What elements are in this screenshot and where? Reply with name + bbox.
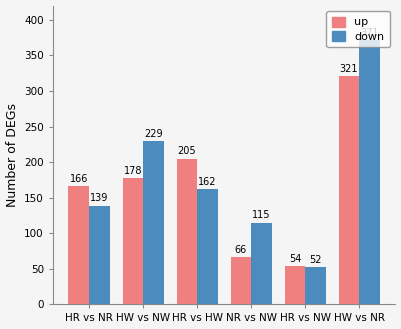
- Bar: [305, 267, 326, 304]
- Bar: [69, 186, 89, 304]
- Bar: [339, 76, 359, 304]
- Bar: [251, 223, 272, 304]
- Text: 178: 178: [124, 165, 142, 176]
- Text: 54: 54: [289, 254, 301, 264]
- Text: 205: 205: [178, 146, 196, 156]
- Text: 115: 115: [252, 211, 271, 220]
- Legend: up, down: up, down: [326, 11, 390, 47]
- Y-axis label: Number of DEGs: Number of DEGs: [6, 103, 18, 207]
- Text: 66: 66: [235, 245, 247, 255]
- Text: 139: 139: [90, 193, 108, 203]
- Bar: [176, 159, 197, 304]
- Bar: [197, 189, 218, 304]
- Bar: [359, 40, 380, 304]
- Text: 371: 371: [360, 28, 379, 38]
- Text: 162: 162: [198, 177, 217, 187]
- Text: 321: 321: [340, 64, 358, 74]
- Text: 166: 166: [69, 174, 88, 184]
- Bar: [143, 141, 164, 304]
- Bar: [285, 266, 305, 304]
- Text: 52: 52: [309, 255, 322, 265]
- Bar: [89, 206, 109, 304]
- Text: 229: 229: [144, 129, 163, 139]
- Bar: [123, 178, 143, 304]
- Bar: [231, 258, 251, 304]
